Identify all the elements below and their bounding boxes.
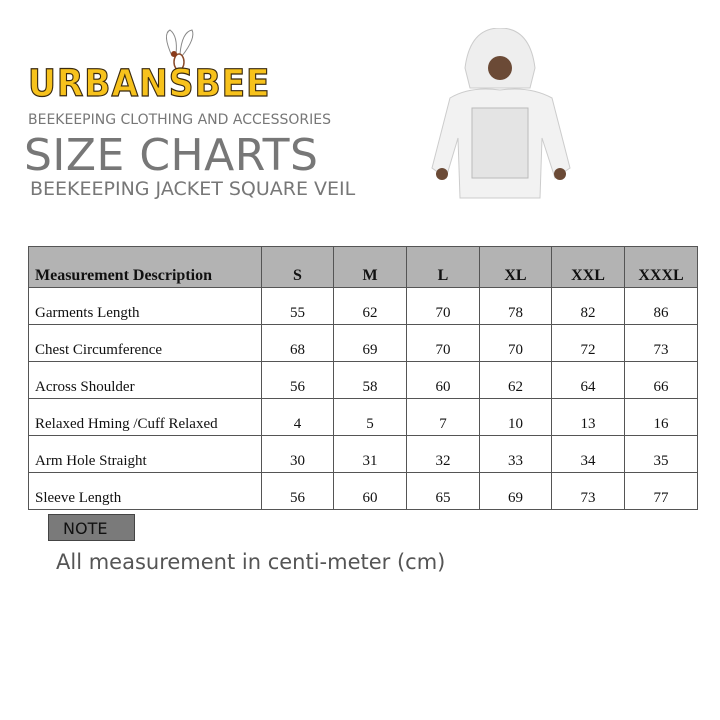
measurement-value: 60 [333, 472, 407, 510]
table-row: Across Shoulder 56 58 60 62 64 66 [28, 361, 698, 399]
note-badge: NOTE [48, 514, 135, 541]
measurement-value: 62 [333, 287, 407, 325]
measurement-value: 34 [551, 435, 625, 473]
measurement-value: 60 [406, 361, 480, 399]
column-header: L [406, 246, 480, 288]
column-header: M [333, 246, 407, 288]
column-header: XXXL [624, 246, 698, 288]
page-subtitle: BEEKEEPING JACKET SQUARE VEIL [30, 178, 356, 200]
page-title: SIZE CHARTS [24, 130, 319, 181]
measurement-value: 70 [479, 324, 552, 362]
measurement-label: Relaxed Hming /Cuff Relaxed [28, 398, 262, 436]
measurement-value: 33 [479, 435, 552, 473]
table-row: Chest Circumference 68 69 70 70 72 73 [28, 324, 698, 362]
measurement-value: 78 [479, 287, 552, 325]
measurement-value: 72 [551, 324, 625, 362]
column-header: XL [479, 246, 552, 288]
column-header: S [261, 246, 334, 288]
measurement-value: 62 [479, 361, 552, 399]
measurement-label: Chest Circumference [28, 324, 262, 362]
measurement-value: 30 [261, 435, 334, 473]
measurement-value: 73 [624, 324, 698, 362]
measurement-value: 86 [624, 287, 698, 325]
brand-logo: URBANSBEE [27, 61, 271, 105]
measurement-value: 4 [261, 398, 334, 436]
measurement-value: 56 [261, 472, 334, 510]
measurement-label: Across Shoulder [28, 361, 262, 399]
measurement-value: 55 [261, 287, 334, 325]
measurement-value: 32 [406, 435, 480, 473]
measurement-value: 68 [261, 324, 334, 362]
measurement-value: 58 [333, 361, 407, 399]
measurement-value: 10 [479, 398, 552, 436]
measurement-label: Garments Length [28, 287, 262, 325]
table-row: Relaxed Hming /Cuff Relaxed 4 5 7 10 13 16 [28, 398, 698, 436]
measurement-value: 73 [551, 472, 625, 510]
measurement-value: 31 [333, 435, 407, 473]
measurement-value: 69 [333, 324, 407, 362]
measurement-value: 35 [624, 435, 698, 473]
note-text: All measurement in centi-meter (cm) [56, 550, 446, 574]
brand-tagline: BEEKEEPING CLOTHING AND ACCESSORIES [28, 112, 331, 128]
measurement-value: 64 [551, 361, 625, 399]
column-header: XXL [551, 246, 625, 288]
measurement-value: 77 [624, 472, 698, 510]
measurement-value: 13 [551, 398, 625, 436]
measurement-value: 65 [406, 472, 480, 510]
measurement-value: 16 [624, 398, 698, 436]
table-header-row: Measurement Description S M L XL XXL XXX… [28, 246, 698, 288]
measurement-value: 69 [479, 472, 552, 510]
measurement-value: 70 [406, 287, 480, 325]
measurement-label: Arm Hole Straight [28, 435, 262, 473]
measurement-label: Sleeve Length [28, 472, 262, 510]
measurement-value: 70 [406, 324, 480, 362]
measurement-value: 5 [333, 398, 407, 436]
column-header: Measurement Description [28, 246, 262, 288]
product-image [431, 28, 571, 199]
table-row: Arm Hole Straight 30 31 32 33 34 35 [28, 435, 698, 473]
bee-icon [166, 29, 194, 71]
table-row: Sleeve Length 56 60 65 69 73 77 [28, 472, 698, 510]
measurement-value: 7 [406, 398, 480, 436]
measurement-value: 82 [551, 287, 625, 325]
measurement-value: 66 [624, 361, 698, 399]
measurement-value: 56 [261, 361, 334, 399]
size-chart-table: Measurement Description S M L XL XXL XXX… [28, 246, 698, 510]
table-row: Garments Length 55 62 70 78 82 86 [28, 287, 698, 325]
